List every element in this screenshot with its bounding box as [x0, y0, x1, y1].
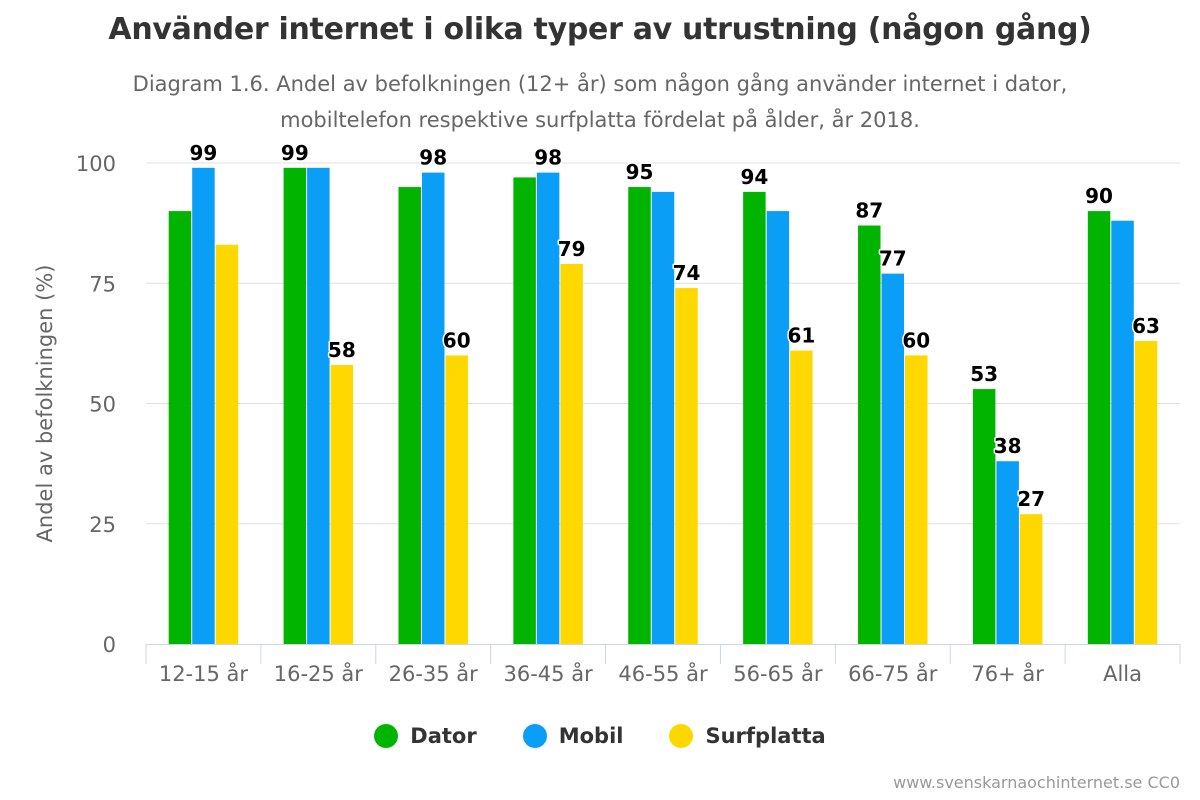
data-label-dator-4: 95: [626, 160, 654, 184]
bar-mobil-7: [996, 461, 1019, 644]
bar-surfplatta-0: [215, 244, 239, 644]
data-label-mobil-6: 77: [879, 247, 907, 271]
bar-mobil-4: [651, 191, 675, 645]
data-label-surfplatta-7: 27: [1017, 487, 1045, 511]
data-label-mobil-7: 38: [994, 434, 1022, 458]
x-tick-label: 66-75 år: [848, 661, 938, 686]
bar-mobil-6: [881, 273, 905, 644]
subtitle-line-1: Diagram 1.6. Andel av befolkningen (12+ …: [132, 72, 1068, 96]
x-tick-label: 26-35 år: [389, 661, 479, 686]
bar-surfplatta-5: [790, 350, 813, 644]
bar-dator-5: [743, 191, 766, 645]
bar-dator-2: [398, 187, 421, 645]
legend-item-mobil[interactable]: Mobil: [522, 724, 624, 748]
bar-mobil-0: [192, 167, 215, 644]
bar-dator-3: [513, 177, 536, 644]
data-label-dator-7: 53: [970, 362, 998, 386]
x-tick-label: 46-55 år: [618, 661, 708, 686]
bar-mobil-1: [307, 167, 330, 644]
bar-surfplatta-1: [330, 365, 354, 644]
data-label-surfplatta-3: 79: [558, 237, 586, 261]
data-label-mobil-0: 99: [190, 141, 218, 165]
legend-swatch-mobil: [522, 724, 547, 748]
legend-label-dator: Dator: [410, 724, 477, 748]
bar-dator-4: [628, 187, 651, 645]
chart-subtitle: Diagram 1.6. Andel av befolkningen (12+ …: [100, 66, 1100, 138]
bar-dator-1: [283, 167, 307, 644]
x-tick-label: Alla: [1103, 662, 1142, 686]
legend-item-surfplatta[interactable]: Surfplatta: [669, 724, 826, 748]
y-tick-label: 0: [103, 633, 116, 657]
bar-surfplatta-3: [560, 264, 583, 644]
y-tick-label: 75: [89, 272, 116, 296]
data-label-mobil-3: 98: [534, 146, 562, 170]
bar-mobil-8: [1111, 220, 1134, 644]
bar-dator-8: [1087, 211, 1111, 644]
bar-surfplatta-6: [905, 355, 928, 644]
legend-label-mobil: Mobil: [558, 724, 624, 748]
x-tick-label: 76+ år: [971, 661, 1044, 686]
x-tick-label: 16-25 år: [274, 661, 364, 686]
bar-surfplatta-4: [675, 288, 698, 644]
legend-swatch-surfplatta: [669, 724, 694, 748]
bar-mobil-2: [421, 172, 445, 644]
bar-mobil-5: [766, 211, 790, 644]
data-label-surfplatta-1: 58: [328, 338, 356, 362]
legend: Dator Mobil Surfplatta: [0, 724, 1200, 748]
data-label-dator-8: 90: [1085, 184, 1113, 208]
data-label-surfplatta-5: 61: [787, 324, 815, 348]
data-label-surfplatta-6: 60: [902, 328, 930, 352]
bar-surfplatta-2: [445, 355, 468, 644]
legend-label-surfplatta: Surfplatta: [705, 724, 826, 748]
legend-item-dator[interactable]: Dator: [374, 724, 477, 748]
y-axis-label: Andel av befolkningen (%): [33, 265, 57, 543]
bar-surfplatta-8: [1134, 340, 1158, 644]
chart-title: Använder internet i olika typer av utrus…: [108, 12, 1092, 47]
data-label-mobil-2: 98: [419, 146, 447, 170]
bar-mobil-3: [536, 172, 560, 644]
data-label-dator-1: 99: [281, 141, 309, 165]
data-label-surfplatta-4: 74: [673, 261, 701, 285]
y-tick-label: 100: [76, 152, 116, 176]
bar-dator-6: [858, 225, 881, 644]
bar-dator-0: [168, 211, 192, 644]
data-label-surfplatta-8: 63: [1132, 314, 1160, 338]
x-tick-label: 12-15 år: [159, 661, 249, 686]
data-label-dator-5: 94: [740, 165, 768, 189]
subtitle-line-2: mobiltelefon respektive surfplatta förde…: [280, 108, 920, 132]
data-label-surfplatta-2: 60: [443, 328, 471, 352]
bar-dator-7: [972, 389, 996, 644]
data-label-dator-6: 87: [855, 199, 883, 223]
y-tick-label: 50: [89, 393, 116, 417]
legend-swatch-dator: [374, 724, 399, 748]
y-tick-label: 25: [89, 513, 116, 537]
x-tick-label: 56-65 år: [733, 661, 823, 686]
credit-text[interactable]: www.svenskarnaochinternet.se CC0: [893, 773, 1180, 792]
x-tick-label: 36-45 år: [504, 661, 594, 686]
bar-surfplatta-7: [1019, 514, 1043, 644]
